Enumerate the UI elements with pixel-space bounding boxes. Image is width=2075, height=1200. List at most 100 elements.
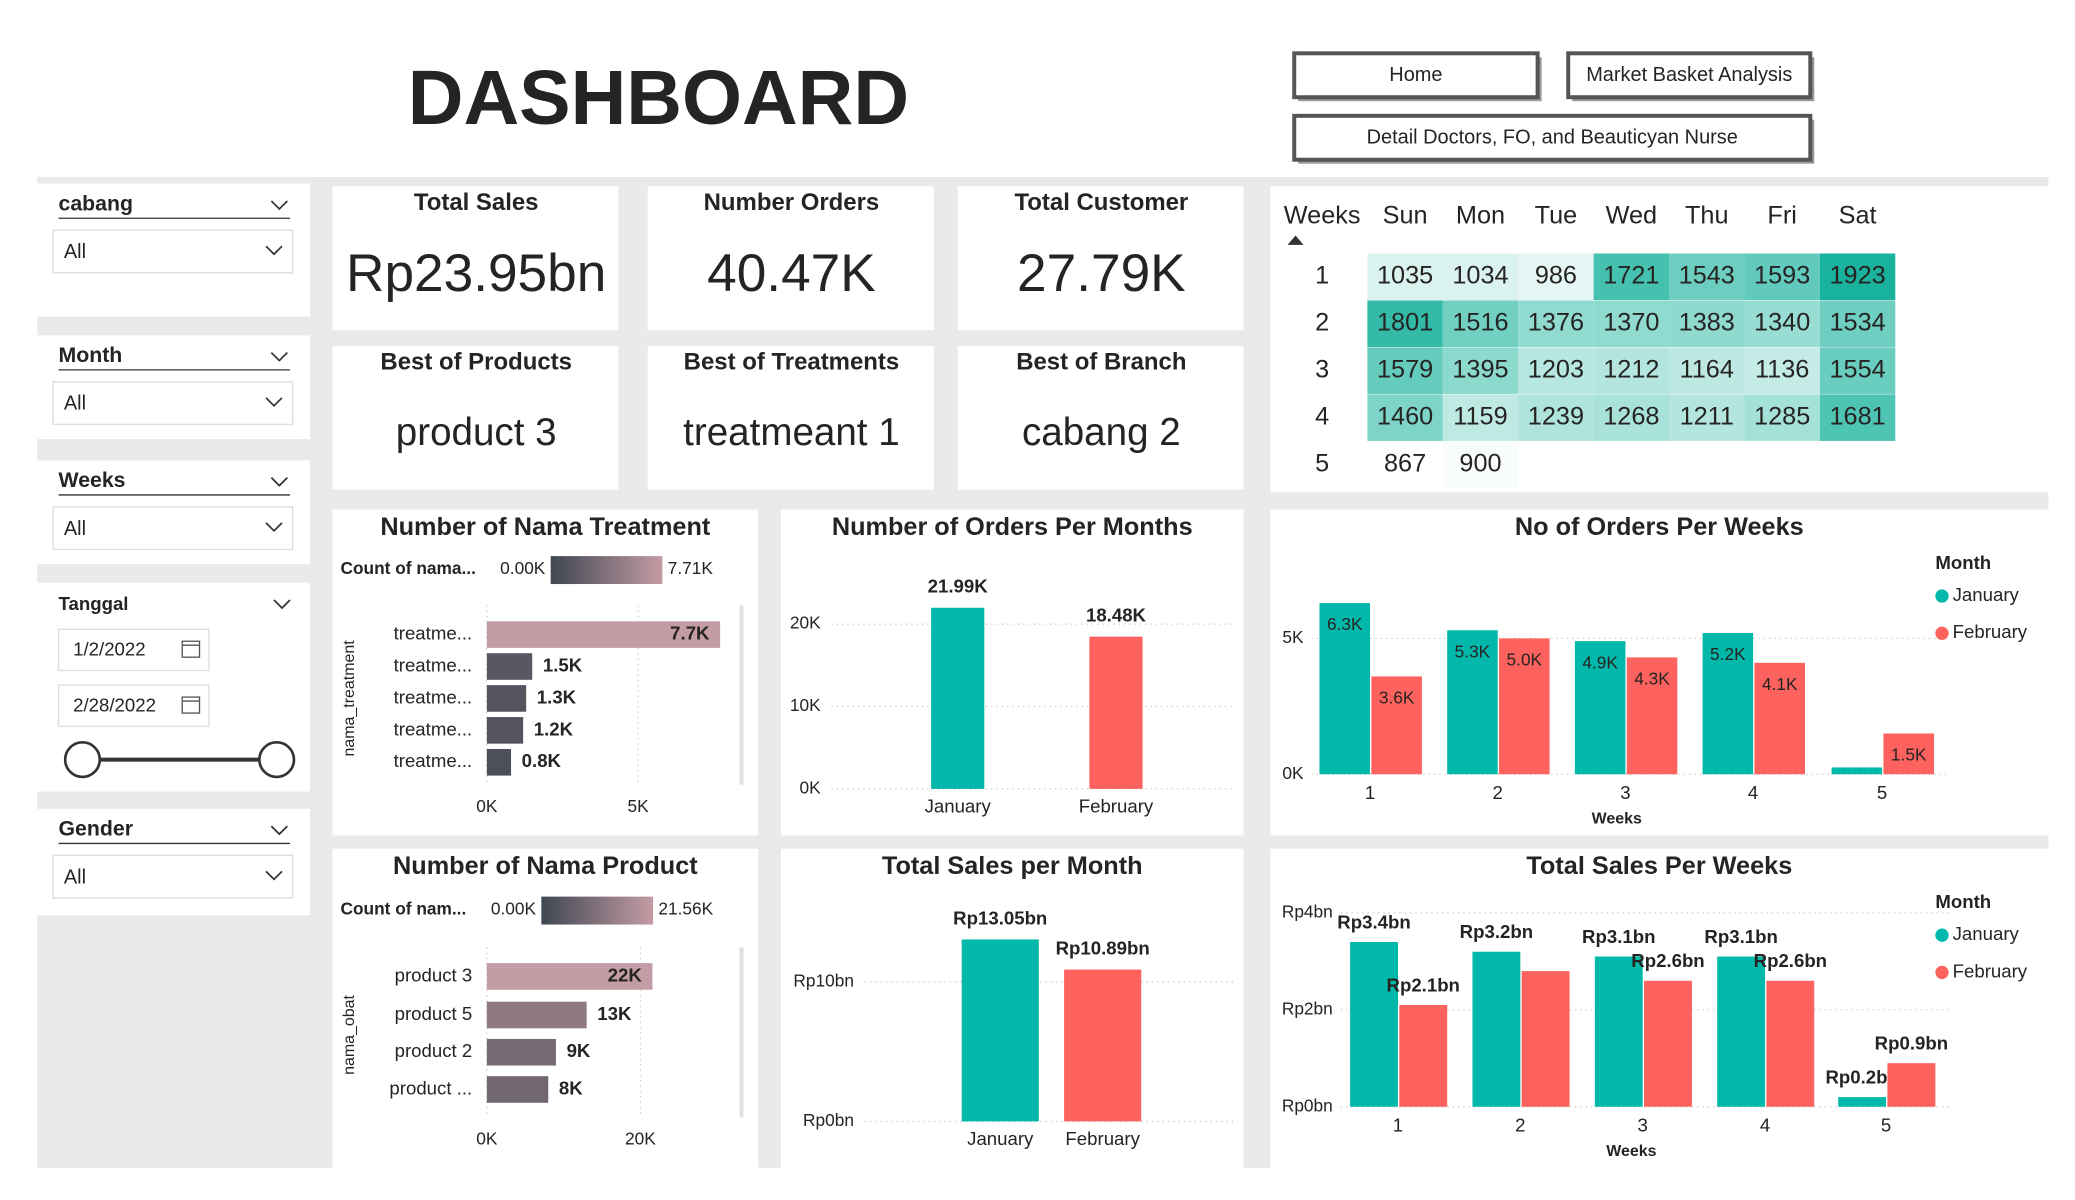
x-tick-label: January (967, 1128, 1034, 1149)
y-tick-label: product 2 (395, 1040, 473, 1061)
kpi-label: Best of Products (380, 349, 572, 376)
y-tick-label: treatme... (394, 623, 473, 644)
date-slicer-title: Tanggal (59, 593, 129, 614)
slicer-value: All (64, 241, 86, 263)
bar (1399, 1005, 1448, 1107)
bar (486, 748, 512, 776)
bar (1594, 956, 1643, 1107)
y-tick-label: Rp0bn (803, 1110, 854, 1130)
bar (486, 621, 721, 648)
matrix-value: 1340 (1754, 308, 1810, 336)
kpi-card (957, 345, 1244, 490)
x-tick-label: 2 (1515, 1115, 1525, 1136)
y-tick-label: Rp4bn (1282, 902, 1333, 922)
kpi-label: Total Customer (1014, 189, 1188, 216)
kpi-label: Best of Branch (1016, 349, 1186, 376)
data-label: 1.5K (1891, 745, 1927, 765)
bar (486, 1001, 587, 1029)
bar (931, 607, 985, 789)
data-label: 4.3K (1634, 669, 1670, 689)
data-label: Rp2.1bn (1387, 974, 1460, 995)
y-tick-label: 0K (1282, 763, 1304, 783)
bar (1766, 980, 1815, 1107)
date-slider-handle[interactable] (63, 740, 102, 779)
chart-title: Number of Nama Treatment (380, 513, 711, 541)
legend-max: 21.56K (658, 898, 713, 918)
matrix-value: 1579 (1377, 355, 1433, 383)
x-tick-label: January (925, 795, 992, 816)
bar (961, 939, 1039, 1122)
matrix-value: 1543 (1679, 261, 1735, 289)
matrix-value: 1554 (1829, 355, 1885, 383)
data-label: 13K (597, 1003, 632, 1024)
data-label: Rp2.6bn (1754, 950, 1827, 971)
date-input[interactable] (57, 684, 210, 728)
chart-title: Number of Nama Product (393, 852, 698, 880)
matrix-value: 1136 (1755, 355, 1809, 383)
bar (1702, 632, 1754, 775)
data-label: Rp3.4bn (1337, 911, 1410, 932)
x-tick-label: 1 (1393, 1115, 1403, 1136)
matrix-cell (1593, 394, 1670, 441)
data-label: 22K (608, 964, 643, 985)
matrix-value: 1681 (1829, 402, 1885, 430)
x-tick-label: 5K (628, 796, 650, 816)
data-label: 21.99K (928, 576, 989, 597)
matrix-cell (1367, 394, 1443, 441)
matrix-cell (1744, 253, 1820, 301)
matrix-value: 1923 (1829, 261, 1885, 289)
data-label: 4.9K (1582, 652, 1618, 672)
y-axis-title: nama_obat (341, 994, 358, 1074)
chevron (270, 351, 288, 362)
bar (486, 653, 533, 680)
bar (1089, 636, 1143, 789)
x-tick-label: 0K (476, 796, 498, 816)
nav-button[interactable] (1292, 113, 1813, 162)
slicer-dropdown[interactable] (52, 854, 294, 899)
data-label: 1.3K (537, 686, 577, 707)
kpi-value: treatmeant 1 (683, 411, 900, 454)
nav-button[interactable] (1292, 51, 1540, 100)
legend-gradient (541, 896, 654, 925)
matrix-cell (1669, 253, 1745, 301)
matrix-value: 1516 (1452, 308, 1508, 336)
chevron (265, 522, 283, 533)
y-tick-label: treatme... (394, 654, 473, 675)
y-tick-label: product 5 (395, 1003, 473, 1024)
date-slider-handle[interactable] (258, 740, 296, 779)
nav-button-label: Market Basket Analysis (1586, 64, 1792, 86)
matrix-cell (1744, 394, 1820, 441)
matrix-header: Sat (1839, 202, 1877, 230)
x-tick-label: 3 (1638, 1115, 1648, 1136)
matrix-cell (1819, 394, 1896, 441)
date-input[interactable] (57, 628, 210, 672)
sort-arrow (1287, 235, 1304, 245)
bar (1472, 951, 1521, 1107)
matrix-value: 1034 (1452, 261, 1508, 289)
legend-marker (1935, 928, 1949, 942)
y-tick-label: 10K (790, 695, 821, 715)
y-tick-label: 0K (800, 777, 822, 797)
matrix-value: 1203 (1528, 355, 1584, 383)
matrix-value: 986 (1535, 261, 1577, 289)
chevron (270, 825, 288, 836)
matrix-cell (1367, 441, 1443, 488)
matrix-cell (1819, 347, 1896, 394)
matrix-week: 3 (1315, 355, 1329, 383)
nav-button[interactable] (1566, 51, 1813, 100)
slicer-dropdown[interactable] (52, 229, 294, 274)
matrix-cell (1518, 300, 1594, 348)
matrix-week: 5 (1315, 449, 1329, 477)
matrix-value: 1239 (1528, 402, 1584, 430)
bar (1754, 662, 1805, 775)
kpi-label: Best of Treatments (684, 349, 900, 376)
chart-title: Number of Orders Per Months (832, 513, 1193, 541)
legend-min: 0.00K (500, 558, 546, 578)
slicer-dropdown[interactable] (52, 381, 294, 426)
slicer-dropdown[interactable] (52, 506, 294, 551)
data-label: 7.7K (670, 623, 710, 644)
y-tick-label: product ... (389, 1077, 472, 1098)
slicer-value: All (64, 518, 86, 540)
matrix-cell (1669, 394, 1745, 441)
x-tick-label: 20K (625, 1129, 656, 1149)
